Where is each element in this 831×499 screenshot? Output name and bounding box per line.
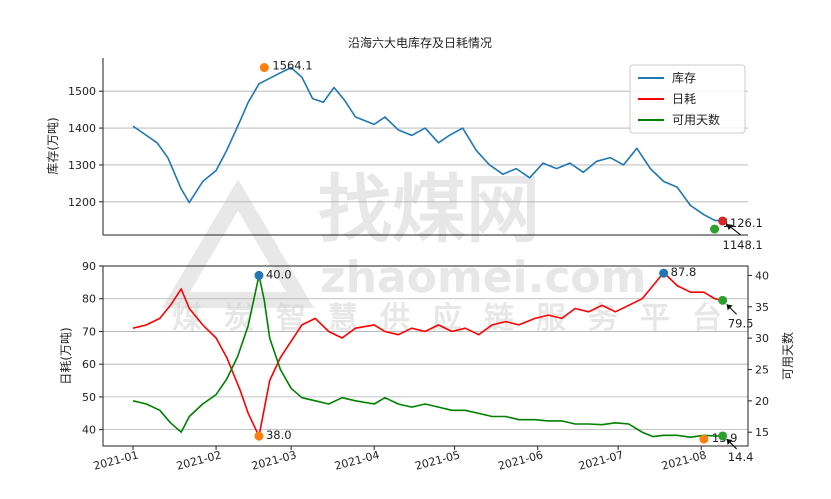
bottom-annotation-marker: [718, 431, 728, 441]
watermark-logo-icon: [161, 179, 315, 308]
bottom-x-ticks: 2021-01 2021-02 2021-03 2021-04 2021-05 2021-…: [92, 446, 708, 473]
top-series: [132, 66, 723, 222]
bottom-annotations: 40.038.087.813.979.514.4: [254, 265, 753, 464]
x-tick-label: 2021-03: [250, 448, 298, 472]
legend-label-库存: 库存: [672, 70, 696, 85]
top-y-tick-label: 1300: [68, 159, 96, 172]
x-tick-label: 2021-04: [333, 448, 381, 472]
bottom-right-tick-label: 30: [755, 332, 769, 345]
bottom-right-y-label: 可用天数: [780, 332, 795, 380]
watermark-brand: 找煤网: [318, 167, 540, 253]
bottom-annotation-marker: [659, 268, 669, 278]
bottom-plot-frame: [102, 265, 749, 447]
watermark: 找煤网 zhaomei.com 煤炭智慧供应链服务平台: [161, 167, 744, 336]
bottom-left-tick-label: 90: [82, 260, 96, 273]
bottom-right-tick-label: 20: [755, 395, 769, 408]
peak-label: 1564.1: [272, 59, 312, 73]
series-line-可用天数: [132, 274, 723, 439]
bottom-annotation-marker: [699, 434, 709, 444]
bottom-annotation-label: 40.0: [266, 267, 292, 281]
bottom-right-y-ticks: 15 20 25 30 35 40: [748, 269, 769, 439]
min-marker: [710, 224, 720, 234]
bottom-left-tick-label: 70: [82, 325, 96, 338]
x-tick-label: 2021-01: [92, 448, 140, 472]
top-y-label: 库存(万吨): [45, 117, 60, 174]
x-tick-label: 2021-08: [660, 448, 708, 472]
watermark-domain: zhaomei.com: [320, 252, 647, 303]
annotation-arrow-head: [726, 304, 733, 311]
min-label: 1126.1: [723, 216, 763, 230]
legend-label-可用天数: 可用天数: [672, 112, 720, 127]
legend-box: [629, 64, 746, 134]
peak-marker: [259, 63, 269, 73]
bottom-annotation-marker: [254, 431, 264, 441]
x-tick-label: 2021-06: [497, 448, 545, 472]
legend: 库存 日耗 可用天数: [629, 64, 746, 134]
bottom-left-y-label: 日耗(万吨): [59, 327, 73, 384]
bottom-annotation-label: 87.8: [671, 265, 697, 279]
last-label: 1148.1: [723, 238, 763, 252]
top-annotations: 1564.1 1126.1 1148.1: [259, 59, 763, 252]
bottom-annotation-label: 38.0: [266, 428, 292, 442]
bottom-left-tick-label: 50: [82, 391, 96, 404]
bottom-annotation-label: 14.4: [728, 450, 754, 464]
bottom-annotation-marker: [254, 270, 264, 280]
bottom-right-tick-label: 40: [755, 269, 769, 282]
bottom-annotation-marker: [718, 295, 728, 305]
bottom-left-tick-label: 40: [82, 424, 96, 437]
bottom-right-tick-label: 25: [755, 363, 769, 376]
top-y-ticks: 1200 1300 1400 1500: [68, 85, 103, 209]
series-line-日耗: [132, 271, 723, 438]
top-y-tick-label: 1200: [68, 196, 96, 209]
bottom-right-tick-label: 35: [755, 301, 769, 314]
bottom-left-y-ticks: 40 50 60 70 80 90: [82, 260, 103, 437]
x-tick-label: 2021-02: [175, 448, 223, 472]
bottom-series: [132, 271, 723, 439]
bottom-right-tick-label: 15: [755, 426, 769, 439]
annotation-arrow-head: [726, 438, 733, 445]
top-y-tick-label: 1500: [68, 85, 96, 98]
x-tick-label: 2021-07: [577, 448, 625, 472]
watermark-slogan: 煤炭智慧供应链服务平台: [172, 301, 744, 336]
series-line-库存: [132, 66, 723, 222]
bottom-annotation-label: 79.5: [728, 316, 754, 330]
chart-title: 沿海六大电库存及日耗情况: [348, 35, 492, 50]
legend-label-日耗: 日耗: [672, 92, 696, 106]
bottom-left-tick-label: 60: [82, 358, 96, 371]
top-y-tick-label: 1400: [68, 122, 96, 135]
last-marker: [718, 216, 728, 226]
last-arrow-head: [726, 223, 734, 230]
x-tick-label: 2021-05: [414, 448, 462, 472]
bottom-left-tick-label: 80: [82, 293, 96, 306]
